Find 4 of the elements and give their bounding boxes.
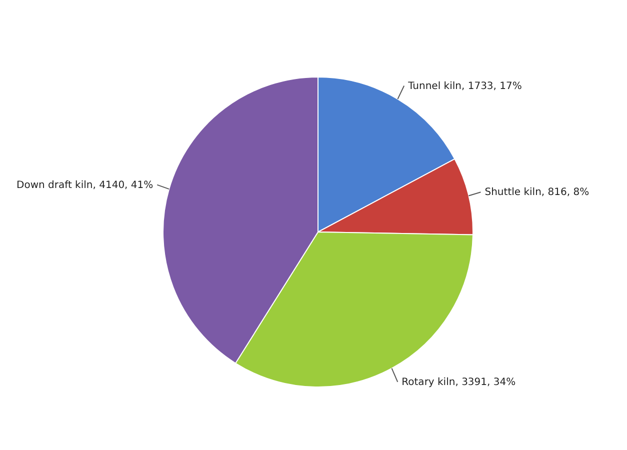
slice-label: Down draft kiln, 4140, 41% — [16, 180, 154, 191]
slice-label: Rotary kiln, 3391, 34% — [402, 376, 516, 388]
slice-label: Tunnel kiln, 1733, 17% — [407, 80, 522, 92]
slice-label: Shuttle kiln, 816, 8% — [484, 187, 590, 198]
